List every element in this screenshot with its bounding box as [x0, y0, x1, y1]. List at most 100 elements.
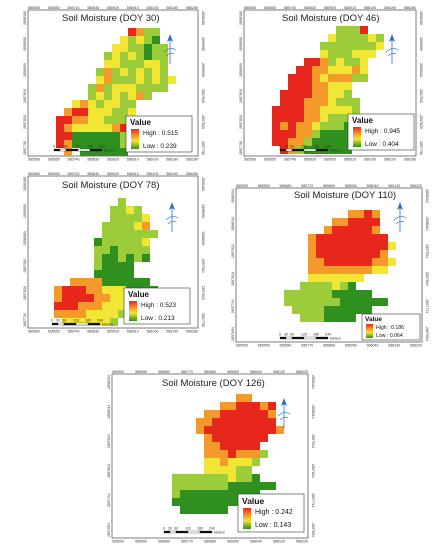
scale-bar-segment [53, 148, 61, 152]
raster-cell [296, 106, 304, 114]
y-tick-label: 2898180 [239, 11, 243, 25]
raster-cell [142, 254, 150, 262]
raster-cell [136, 28, 144, 36]
raster-cell [118, 198, 126, 206]
raster-cell [212, 498, 220, 506]
raster-cell [304, 66, 312, 74]
raster-cell [152, 52, 160, 60]
x-tick-label: 586010 [127, 172, 139, 176]
raster-cell [360, 58, 368, 66]
raster-cell [236, 482, 244, 490]
scale-bar-label: 120 [75, 145, 81, 149]
x-tick-label: 585830 [304, 158, 316, 162]
raster-cell [126, 214, 134, 222]
raster-cell [94, 302, 102, 310]
raster-cell [120, 52, 128, 60]
raster-cell [356, 218, 364, 226]
y-tick-label: 2897910 [201, 89, 205, 103]
raster-cell [372, 218, 380, 226]
raster-cell [94, 246, 102, 254]
raster-cell [188, 506, 196, 514]
raster-cell [252, 450, 260, 458]
raster-cell [236, 394, 244, 402]
raster-cell [220, 458, 228, 466]
scale-bar-segment [285, 148, 293, 152]
y-tick-label: 2897834 [311, 464, 315, 478]
x-tick-label: 586010 [344, 158, 356, 162]
raster-cell [144, 28, 152, 36]
raster-cell [64, 108, 72, 116]
y-tick-label: 2897654 [231, 327, 235, 341]
x-tick-label: 585950 [345, 184, 357, 188]
raster-cell [94, 262, 102, 270]
raster-cell [128, 44, 136, 52]
raster-cell [126, 278, 134, 286]
raster-cell [320, 42, 328, 50]
raster-cell [128, 60, 136, 68]
raster-cell [212, 506, 220, 514]
raster-cell [260, 418, 268, 426]
y-tick-label: 2898000 [239, 63, 243, 77]
raster-cell [94, 238, 102, 246]
raster-cell [56, 140, 64, 148]
scale-bar-label: 30 [58, 145, 62, 149]
raster-cell [236, 402, 244, 410]
raster-cell [212, 442, 220, 450]
raster-cell [62, 310, 70, 318]
raster-cell [364, 250, 372, 258]
raster-cell [236, 410, 244, 418]
y-tick-label: 2897834 [425, 272, 429, 286]
raster-cell [344, 66, 352, 74]
y-tick-label: 2897654 [107, 523, 111, 537]
raster-cell [324, 234, 332, 242]
x-tick-label: 586040 [250, 370, 262, 374]
raster-cell [212, 426, 220, 434]
raster-cell [160, 44, 168, 52]
raster-cell [328, 114, 336, 122]
raster-cell [332, 290, 340, 298]
raster-cell [364, 258, 372, 266]
raster-cell [110, 286, 118, 294]
y-tick-label: 2898104 [425, 189, 429, 203]
legend-high: High : 0.242 [255, 509, 293, 516]
raster-cell [236, 426, 244, 434]
x-tick-label: 586100 [147, 330, 159, 334]
scale-bar-segment [59, 148, 67, 152]
x-tick-label: 585860 [204, 540, 216, 544]
raster-cell [288, 130, 296, 138]
raster-cell [312, 90, 320, 98]
raster-cell [94, 318, 102, 326]
x-tick-label: 585500 [236, 184, 248, 188]
raster-cell [62, 302, 70, 310]
scale-bar-segment [279, 148, 287, 152]
map-panel-doy30: Soil Moisture (DOY 30) 585560 585560 58565… [4, 4, 214, 168]
raster-cell [86, 302, 94, 310]
raster-cell [228, 458, 236, 466]
raster-cell [80, 108, 88, 116]
raster-cell [96, 84, 104, 92]
raster-cell [80, 140, 88, 148]
x-tick-label: 586040 [250, 540, 262, 544]
raster-cell [102, 278, 110, 286]
y-tick-label: 2897654 [425, 327, 429, 341]
raster-cell [368, 50, 376, 58]
scale-bar-segment [315, 148, 329, 152]
scale-bar-segment [65, 148, 79, 152]
raster-cell [348, 242, 356, 250]
raster-cell [360, 50, 368, 58]
raster-cell [328, 106, 336, 114]
raster-cell [144, 68, 152, 76]
x-tick-labels: 585500 585500 585590 585590 585680 585680 5857… [112, 370, 308, 544]
raster-cell [220, 442, 228, 450]
raster-cell [228, 450, 236, 458]
raster-cell [104, 116, 112, 124]
raster-cell [272, 138, 280, 146]
raster-cell [300, 282, 308, 290]
y-tick-label: 2898000 [23, 231, 27, 245]
raster-cell [120, 116, 128, 124]
raster-cell [288, 82, 296, 90]
raster-cell [212, 434, 220, 442]
raster-cell [128, 108, 136, 116]
raster-cell [144, 84, 152, 92]
raster-cell [356, 210, 364, 218]
